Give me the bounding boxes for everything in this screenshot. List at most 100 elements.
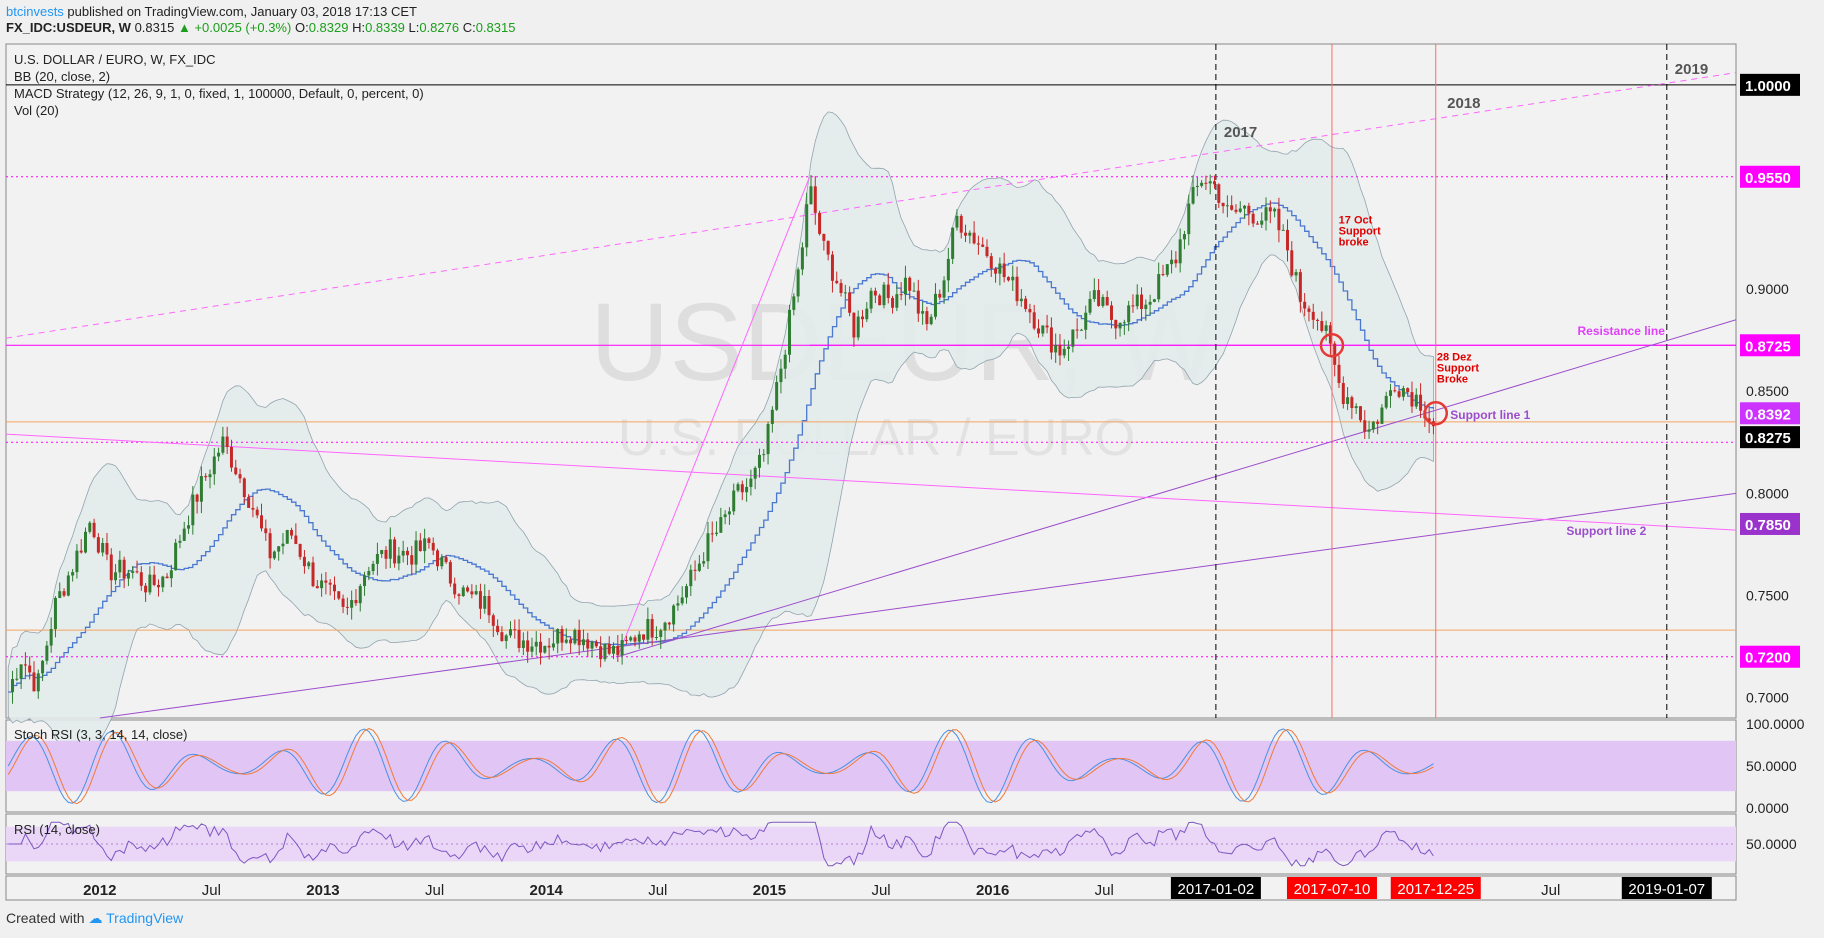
tradingview-link[interactable]: TradingView (106, 910, 184, 926)
candle-body (1285, 229, 1289, 251)
candle-body (341, 598, 345, 607)
candle-body (483, 595, 487, 609)
price-badge-label-1: 0.9550 (1745, 170, 1791, 187)
x-tick-label-8: 2016 (976, 882, 1009, 899)
candle-body (79, 550, 83, 553)
x-tick-label-0: 2012 (83, 882, 116, 899)
candle-body (508, 629, 512, 636)
candle-body (174, 542, 178, 571)
candle-body (49, 629, 53, 646)
candle-body (444, 557, 448, 563)
candle-body (114, 572, 118, 581)
candle-body (1152, 299, 1156, 302)
candle-body (101, 542, 105, 553)
candle-body (985, 246, 989, 257)
candle-body (251, 507, 255, 510)
candle-body (968, 232, 972, 236)
y-tick-label-2: 0.8500 (1746, 383, 1789, 399)
candle-body (620, 640, 624, 656)
candle-body (1320, 321, 1324, 331)
candle-body (788, 309, 792, 355)
low-value: 0.8276 (419, 20, 460, 35)
candle-body (105, 542, 109, 555)
date-badge-1 (1286, 877, 1377, 899)
y-tick-label-4: 0.7500 (1746, 587, 1789, 603)
candle-body (1118, 322, 1122, 329)
candle-body (856, 316, 860, 338)
candle-body (740, 484, 744, 493)
candle-body (290, 529, 294, 536)
candle-body (255, 509, 259, 516)
candle-body (745, 486, 749, 493)
stoch-k-line (7, 728, 1434, 804)
candle-body (822, 233, 826, 241)
candle-body (384, 549, 388, 559)
candle-body (646, 619, 650, 640)
stoch-tick-label-2: 0.0000 (1746, 800, 1789, 816)
candle-body (496, 625, 500, 633)
candle-body (109, 554, 113, 581)
candle-body (1294, 272, 1298, 276)
candle-body (964, 232, 968, 236)
candle-body (1298, 272, 1302, 302)
candle-body (719, 517, 723, 533)
candle-body (1406, 388, 1410, 393)
candle-body (1028, 309, 1032, 313)
candle-body (1157, 274, 1161, 300)
candle-body (96, 537, 100, 553)
candle-body (161, 576, 165, 588)
x-tick-label-10: Jul (1541, 882, 1560, 899)
candle-body (388, 539, 392, 559)
candle-body (569, 639, 573, 644)
candle-body (1024, 298, 1028, 310)
candle-body (762, 454, 766, 456)
author-link[interactable]: btcinvests (6, 4, 64, 19)
candle-body (727, 511, 731, 515)
candle-body (783, 354, 787, 369)
candle-body (1135, 294, 1139, 307)
legend-macd: MACD Strategy (12, 26, 9, 1, 0, fixed, 1… (14, 86, 424, 101)
annotation-4-line-0: Support line 2 (1566, 524, 1646, 538)
candle-body (247, 497, 251, 508)
candle-body (1230, 205, 1234, 210)
created-with: Created with (6, 910, 85, 926)
legend-rsi: RSI (14, close) (14, 822, 100, 837)
candle-body (1393, 390, 1397, 392)
candle-body (242, 478, 246, 498)
candle-body (1337, 364, 1341, 384)
candle-body (1092, 290, 1096, 299)
high-value: 0.8339 (365, 20, 405, 35)
candle-body (1019, 298, 1023, 302)
candle-body (843, 292, 847, 294)
candle-body (272, 551, 276, 559)
x-tick-label-9: Jul (1095, 882, 1114, 899)
candle-body (1354, 406, 1358, 409)
candle-body (710, 533, 714, 535)
candle-body (152, 574, 156, 585)
price-badge-4 (1740, 426, 1800, 449)
candle-body (1225, 205, 1229, 207)
candle-body (268, 533, 272, 559)
candle-body (208, 474, 212, 478)
legend-stoch-rsi: Stoch RSI (3, 3, 14, 14, close) (14, 727, 188, 742)
candle-body (517, 629, 521, 648)
candle-body (757, 454, 761, 468)
candle-body (337, 591, 341, 599)
candle-body (1204, 182, 1208, 184)
candle-body (577, 630, 581, 646)
candle-body (1144, 304, 1148, 310)
candle-body (84, 531, 88, 553)
candle-body (556, 628, 560, 644)
candle-body (775, 382, 779, 410)
candle-body (135, 571, 139, 573)
candle-body (835, 280, 839, 284)
candle-body (891, 297, 895, 308)
candle-body (165, 576, 169, 579)
legend-bb: BB (20, close, 2) (14, 69, 111, 84)
high-label: H: (352, 20, 366, 35)
candle-body (1410, 392, 1414, 407)
candle-body (530, 646, 534, 652)
candle-body (1251, 213, 1255, 224)
year-marker-label-2: 2019 (1675, 61, 1708, 78)
